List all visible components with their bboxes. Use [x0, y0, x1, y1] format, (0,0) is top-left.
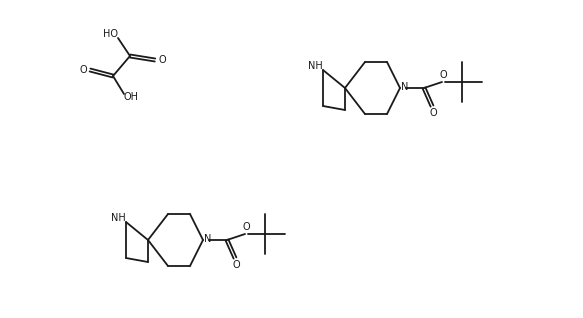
Text: N: N: [401, 82, 409, 92]
Text: O: O: [429, 108, 437, 118]
Text: O: O: [242, 222, 250, 232]
Text: O: O: [158, 55, 166, 65]
Text: NH: NH: [308, 61, 322, 71]
Text: O: O: [79, 65, 87, 75]
Text: O: O: [232, 260, 240, 270]
Text: N: N: [204, 234, 212, 244]
Text: OH: OH: [124, 92, 139, 102]
Text: NH: NH: [111, 213, 125, 223]
Text: O: O: [439, 70, 447, 80]
Text: HO: HO: [104, 29, 118, 39]
